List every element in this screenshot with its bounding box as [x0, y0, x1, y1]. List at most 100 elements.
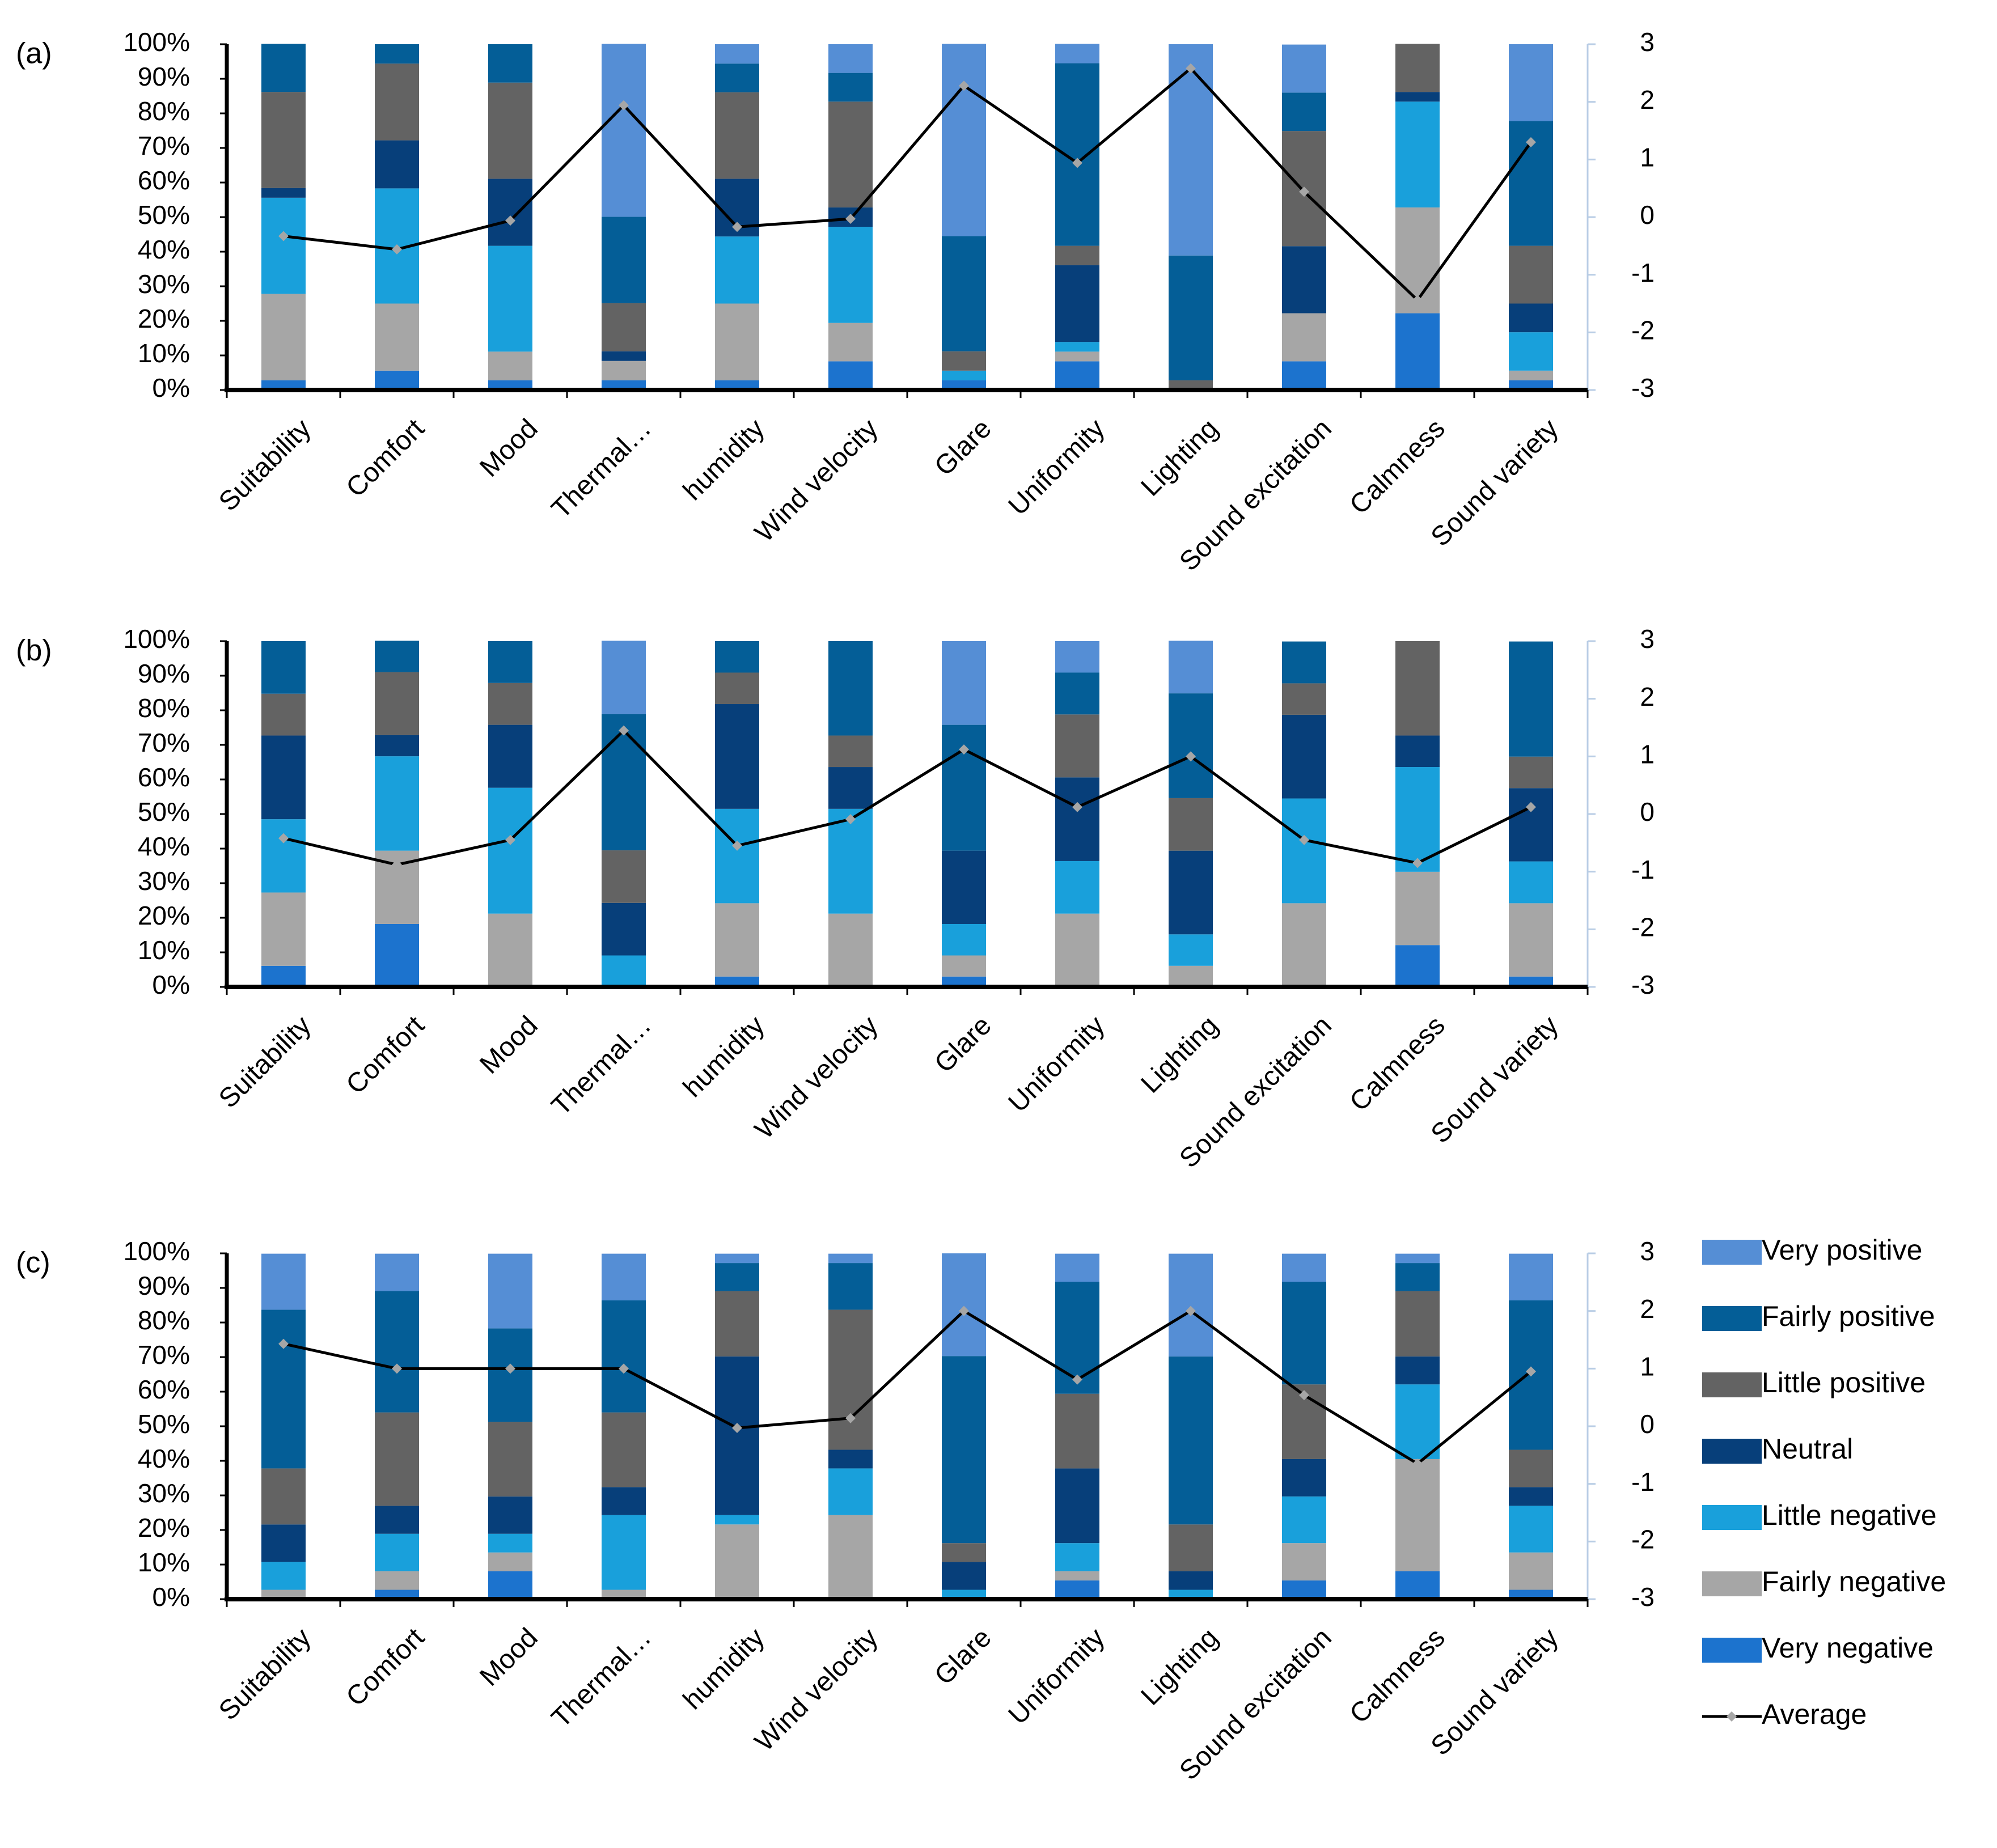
y-tick-label: 60%: [138, 166, 190, 195]
bar-segment: [715, 1291, 759, 1357]
bar-segment: [828, 808, 873, 914]
bar-segment: [1169, 380, 1213, 390]
bar-segment: [1055, 265, 1099, 342]
bar-segment: [1169, 693, 1213, 798]
bar-segment: [261, 1309, 306, 1469]
bar-segment: [261, 735, 306, 820]
bar-segment: [1282, 1282, 1326, 1385]
bar-segment: [942, 1356, 986, 1544]
category-label: humidity: [678, 413, 771, 506]
bar-segment: [1055, 44, 1099, 63]
category-label: Comfort: [341, 413, 430, 503]
y-tick-label: 0%: [153, 1582, 190, 1612]
bar-segment: [828, 1263, 873, 1310]
category-label: Glare: [929, 413, 997, 481]
category-label: Wind velocity: [749, 1622, 883, 1757]
bar-segment: [1395, 1571, 1440, 1599]
bar-segment: [942, 1543, 986, 1562]
y-tick-label: 30%: [138, 1478, 190, 1508]
bar-segment: [375, 1506, 419, 1534]
bar-segment: [942, 976, 986, 987]
panel-label: (b): [16, 634, 52, 667]
bar-segment: [602, 361, 646, 380]
bar-segment: [715, 380, 759, 390]
average-marker: [278, 231, 289, 241]
bar-segment: [1055, 1571, 1099, 1581]
bar-segment: [1055, 641, 1099, 673]
bar-segment: [602, 217, 646, 303]
bar-segment: [1169, 255, 1213, 380]
bar-segment: [715, 236, 759, 304]
average-marker: [392, 244, 402, 255]
bar-segment: [1169, 1356, 1213, 1525]
bar-segment: [488, 1422, 532, 1497]
bar-segment: [1169, 934, 1213, 966]
legend-swatch: [1702, 1240, 1762, 1265]
y-tick-label: 50%: [138, 200, 190, 230]
bar-segment: [1395, 1384, 1440, 1459]
bar-segment: [261, 1590, 306, 1599]
bar-segment: [828, 73, 873, 102]
bar-segment: [1055, 1580, 1099, 1599]
bar-segment: [375, 303, 419, 371]
category-label: Suitability: [213, 1010, 317, 1114]
bar-segment: [1169, 1253, 1213, 1357]
average-marker: [1299, 834, 1309, 845]
bar-segment: [1509, 303, 1553, 333]
bar-segment: [828, 227, 873, 323]
bar-segment: [828, 1309, 873, 1450]
category-label: Calmness: [1344, 1010, 1450, 1117]
category-label: Calmness: [1344, 1622, 1450, 1729]
average-marker: [1526, 802, 1536, 812]
bar-segment: [261, 294, 306, 380]
legend-swatch: [1702, 1571, 1762, 1596]
bar-segment: [828, 767, 873, 809]
y-tick-label: 70%: [138, 131, 190, 160]
y2-tick-label: -2: [1631, 1524, 1655, 1554]
panel-label: (c): [16, 1247, 50, 1279]
bar-segment: [1282, 683, 1326, 715]
y-tick-label: 0%: [153, 970, 190, 999]
bar-segment: [488, 1552, 532, 1571]
chart-panel-c: (c) 0% 10% 20% 30% 40% 50% 60% 70% 80% 90% 100% -3 -2…: [16, 1236, 1655, 1786]
bar-segment: [261, 965, 306, 987]
average-marker: [619, 725, 629, 736]
bar-segment: [1509, 788, 1553, 862]
y2-tick-label: -2: [1631, 912, 1655, 942]
bar-segment: [1055, 913, 1099, 987]
bar-segment: [715, 303, 759, 380]
bar-segment: [1169, 641, 1213, 694]
bar-segment: [715, 44, 759, 64]
y2-tick-label: 2: [1640, 1294, 1655, 1324]
average-marker: [392, 859, 402, 870]
bar-segment: [488, 1328, 532, 1422]
bar-segment: [488, 82, 532, 179]
bar-segment: [488, 787, 532, 914]
bar-segment: [828, 913, 873, 987]
y2-tick-label: -2: [1631, 315, 1655, 345]
chart-panel-a: (a) 0% 10% 20% 30% 40% 50% 60% 70% 80% 90% 100% -3 -2…: [16, 27, 1655, 577]
y2-tick-label: 2: [1640, 682, 1655, 711]
y-tick-label: 10%: [138, 935, 190, 965]
bar-segment: [375, 140, 419, 189]
average-marker: [959, 744, 969, 755]
bar-segment: [1395, 1253, 1440, 1264]
bar-segment: [1055, 351, 1099, 362]
y2-tick-label: 0: [1640, 200, 1655, 230]
y2-tick-label: 3: [1640, 624, 1655, 654]
category-label: Mood: [474, 1010, 543, 1079]
bar-segment: [942, 724, 986, 851]
bar-segment: [1395, 641, 1440, 736]
category-label: Mood: [474, 413, 543, 482]
bar-segment: [828, 641, 873, 736]
bar-segment: [1282, 1496, 1326, 1544]
bar-segment: [1509, 861, 1553, 904]
y-tick-label: 90%: [138, 1271, 190, 1300]
bar-segment: [1282, 246, 1326, 313]
legend-label: Fairly negative: [1762, 1566, 1946, 1597]
legend-swatch: [1702, 1372, 1762, 1397]
bar-segment: [1282, 313, 1326, 362]
y-tick-label: 50%: [138, 1409, 190, 1439]
average-marker: [278, 833, 289, 844]
bar-segment: [715, 1253, 759, 1264]
